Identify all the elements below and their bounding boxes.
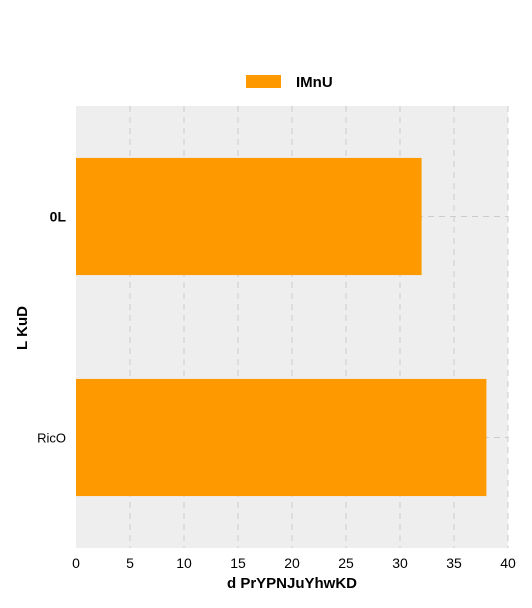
bar bbox=[76, 157, 422, 276]
legend: IMnU bbox=[246, 74, 333, 91]
x-tick-label: 40 bbox=[500, 555, 516, 571]
x-tick-label: 35 bbox=[446, 555, 462, 571]
bar bbox=[76, 378, 487, 497]
x-tick-label: 30 bbox=[392, 555, 408, 571]
x-tick-label: 20 bbox=[284, 555, 300, 571]
category-label: 0L bbox=[50, 209, 67, 225]
category-label: RicO bbox=[37, 431, 66, 446]
x-tick-label: 5 bbox=[126, 555, 134, 571]
x-tick-label: 10 bbox=[176, 555, 192, 571]
bars bbox=[76, 157, 487, 497]
category-labels: 0L RicO bbox=[37, 209, 66, 446]
y-axis-title: L KuD bbox=[14, 306, 31, 350]
x-tick-label: 15 bbox=[230, 555, 246, 571]
legend-swatch bbox=[246, 75, 281, 88]
x-axis-title: d PrYPNJuYhwKD bbox=[227, 575, 357, 592]
x-tick-label: 0 bbox=[72, 555, 80, 571]
x-tick-labels: 0 5 10 15 20 25 30 35 40 bbox=[72, 555, 516, 571]
legend-label: IMnU bbox=[296, 74, 333, 91]
x-tick-label: 25 bbox=[338, 555, 354, 571]
